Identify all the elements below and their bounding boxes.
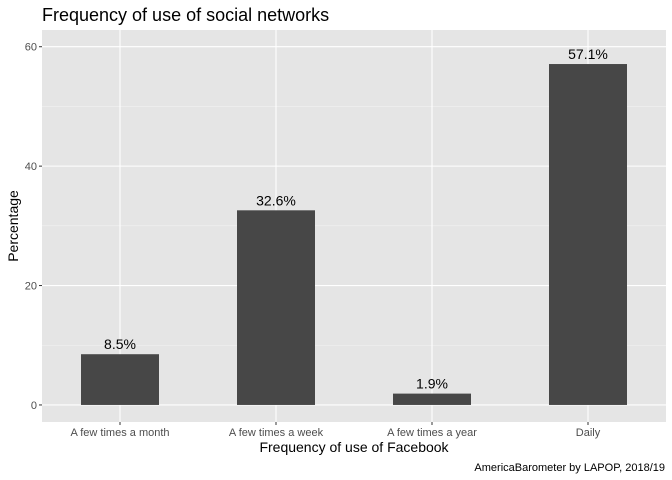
- x-axis-title: Frequency of use of Facebook: [259, 439, 449, 455]
- data-labels: 8.5% 32.6% 1.9% 57.1%: [104, 46, 608, 392]
- bar: [237, 210, 315, 405]
- y-axis: 0 20 40 60: [25, 42, 42, 412]
- bar-value-label: 32.6%: [256, 192, 296, 208]
- bars: [81, 64, 627, 405]
- y-tick-label: 0: [31, 400, 37, 412]
- bar: [393, 393, 471, 405]
- y-tick-label: 20: [25, 281, 37, 293]
- x-tick-label: A few times a year: [387, 427, 477, 439]
- x-axis: A few times a month A few times a week A f…: [70, 422, 601, 439]
- bar-value-label: 1.9%: [416, 376, 448, 392]
- bar-value-label: 8.5%: [104, 336, 136, 352]
- x-tick-label: A few times a month: [70, 427, 169, 439]
- bar: [549, 64, 627, 405]
- bar-value-label: 57.1%: [568, 46, 608, 62]
- y-tick-label: 40: [25, 161, 37, 173]
- bar: [81, 354, 159, 405]
- x-tick-label: Daily: [576, 427, 601, 439]
- y-axis-title: Percentage: [5, 190, 21, 262]
- x-tick-label: A few times a week: [229, 427, 324, 439]
- chart-title: Frequency of use of social networks: [42, 5, 329, 25]
- y-tick-label: 60: [25, 42, 37, 54]
- chart-caption: AmericaBarometer by LAPOP, 2018/19: [474, 462, 665, 474]
